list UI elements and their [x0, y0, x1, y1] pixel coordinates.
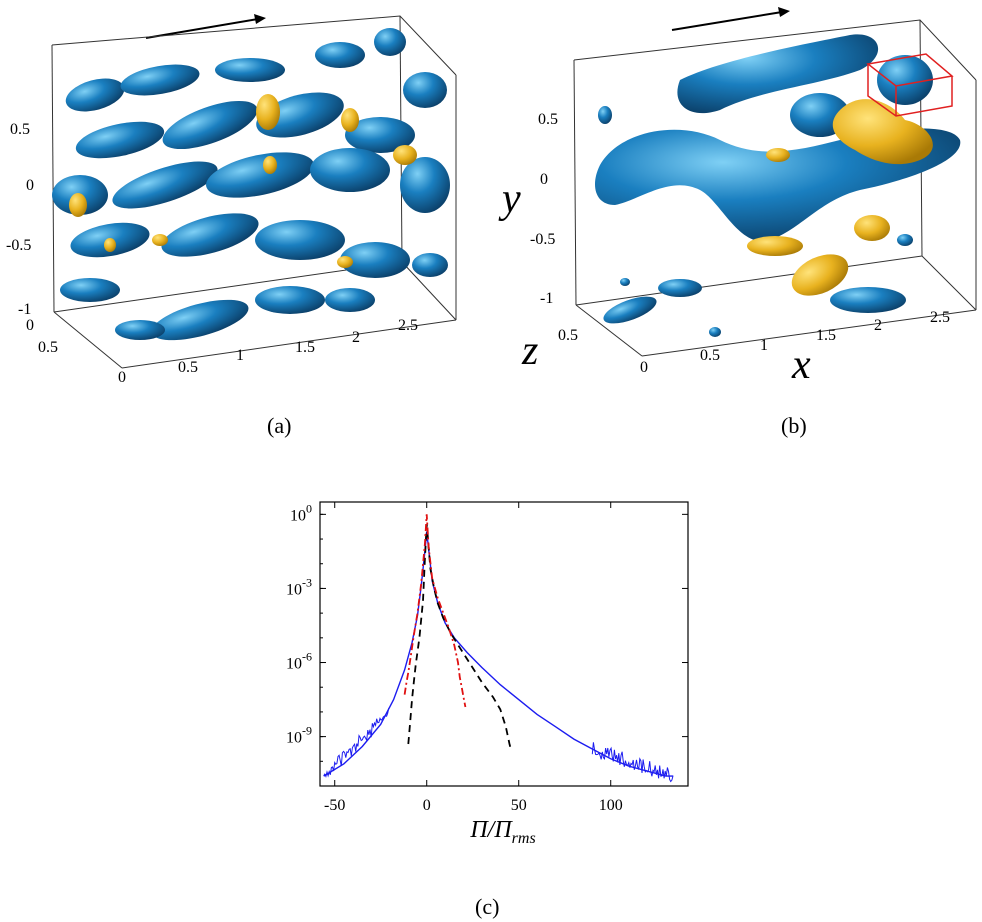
x-tick-a: 2: [352, 329, 360, 346]
x-tick-b: 0.5: [700, 347, 720, 364]
pdf-chart: -50 0 50 100 100 10-3 10-6 10-9: [286, 501, 689, 814]
z-axis-label-b: z: [521, 328, 538, 374]
x-axis-label-c: Π/Πrms: [469, 817, 535, 847]
series-line-1: [407, 524, 513, 752]
flow-arrow-b: [671, 7, 790, 31]
x-tick-label: 50: [511, 797, 527, 814]
y-tick-label: 100: [290, 501, 312, 524]
caption-c: (c): [475, 894, 499, 919]
y-tick-label: 10-3: [286, 575, 312, 598]
panel-a: 0.5 0 -0.5 -1 0 0.5 0 0.5 1 1.5 2 2.5 (a…: [6, 14, 457, 438]
caption-b: (b): [781, 413, 807, 438]
panel-c: -50 0 50 100 100 10-3 10-6 10-9 Π/Πrms (c): [286, 501, 689, 919]
y-tick-b: 0: [540, 171, 548, 188]
z-tick-a: 0: [26, 317, 34, 334]
isosurface-blobs-b: [595, 34, 961, 337]
x-tick-b: 2.5: [930, 309, 950, 326]
series-line-0: [323, 531, 674, 777]
flow-arrow-a: [145, 14, 266, 39]
x-axis-label-b: x: [791, 342, 811, 388]
x-tick-a: 0.5: [178, 359, 198, 376]
x-tick-label: 100: [599, 797, 623, 814]
x-tick-b: 1.5: [816, 327, 836, 344]
x-tick-a: 2.5: [398, 317, 418, 334]
x-tick-label: -50: [324, 797, 345, 814]
series-noise-left: [323, 707, 390, 778]
x-tick-label: 0: [423, 797, 431, 814]
y-tick-b: -0.5: [530, 231, 555, 248]
x-tick-b: 0: [640, 359, 648, 376]
y-tick-a: -1: [18, 301, 31, 318]
x-tick-a: 1.5: [295, 339, 315, 356]
x-tick-a: 1: [236, 347, 244, 364]
plot-frame: [319, 501, 689, 787]
x-tick-b: 1: [760, 337, 768, 354]
y-tick-a: 0: [26, 177, 34, 194]
highlight-box: [866, 53, 954, 117]
y-tick-b: -1: [540, 290, 553, 307]
isosurface-blobs-a: [52, 28, 450, 341]
y-tick-a: 0.5: [10, 121, 30, 138]
z-tick-a: 0: [118, 369, 126, 386]
panel-b: 0.5 0 -0.5 -1 0.5 0 0.5 1 1.5 2 2.5 y z …: [498, 7, 977, 438]
box-frame-a: [51, 15, 457, 369]
z-tick-a: 0.5: [38, 339, 58, 356]
y-tick-b: 0.5: [538, 111, 558, 128]
z-tick-b: 0.5: [558, 327, 578, 344]
y-tick-label: 10-6: [286, 650, 312, 673]
series-noise-right: [591, 742, 674, 783]
y-tick-label: 10-9: [286, 724, 312, 747]
caption-a: (a): [267, 413, 291, 438]
x-tick-b: 2: [874, 317, 882, 334]
series-line-2: [403, 514, 467, 708]
y-tick-a: -0.5: [6, 237, 31, 254]
y-axis-label-b: y: [498, 176, 521, 222]
